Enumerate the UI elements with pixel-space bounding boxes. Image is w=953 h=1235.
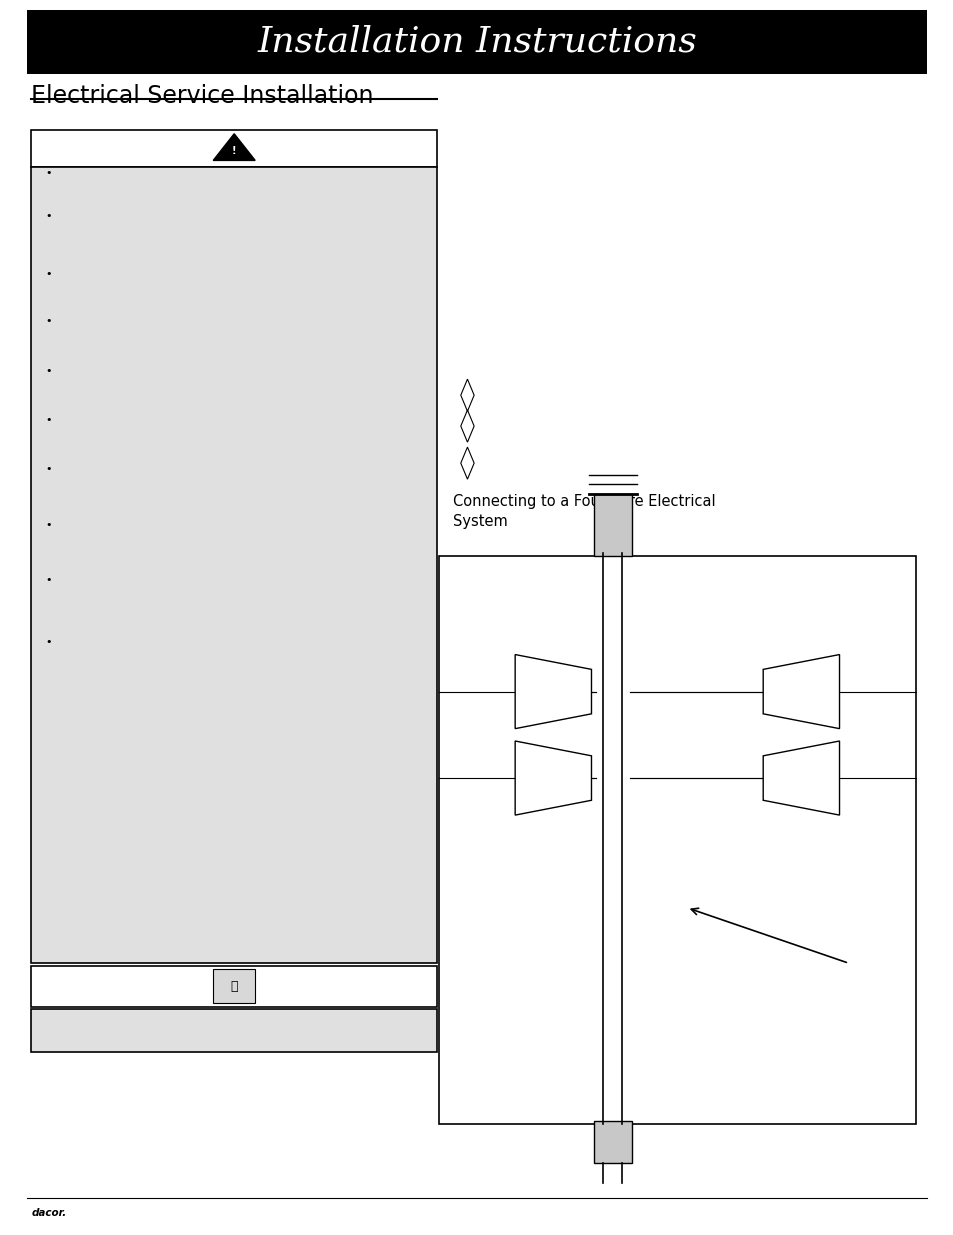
Text: •: • (46, 576, 52, 585)
Polygon shape (762, 655, 839, 729)
Text: •: • (46, 316, 52, 326)
Bar (31, 167, 436, 963)
Text: •: • (46, 168, 52, 178)
Text: •: • (46, 269, 52, 279)
Text: !: ! (232, 146, 236, 156)
Bar (31, 1009, 436, 1052)
Text: •: • (46, 415, 52, 425)
Text: dacor.: dacor. (31, 1208, 67, 1218)
Polygon shape (515, 655, 591, 729)
Text: 👆: 👆 (231, 979, 237, 993)
Text: Installation Instructions: Installation Instructions (257, 25, 696, 59)
Polygon shape (515, 741, 591, 815)
Text: Electrical Service Installation: Electrical Service Installation (31, 84, 374, 107)
Bar (593, 1121, 632, 1163)
Text: •: • (46, 211, 52, 221)
Polygon shape (213, 133, 255, 161)
Bar (31, 130, 436, 167)
Bar (438, 556, 915, 1124)
Polygon shape (762, 741, 839, 815)
Bar (31, 966, 436, 1007)
Text: •: • (46, 366, 52, 375)
Bar (593, 494, 632, 556)
Text: Connecting to a Four Wire Electrical
System: Connecting to a Four Wire Electrical Sys… (453, 494, 715, 529)
Bar (27, 10, 926, 74)
Text: •: • (46, 637, 52, 647)
Text: •: • (46, 464, 52, 474)
FancyBboxPatch shape (213, 968, 255, 1003)
Text: •: • (46, 520, 52, 530)
